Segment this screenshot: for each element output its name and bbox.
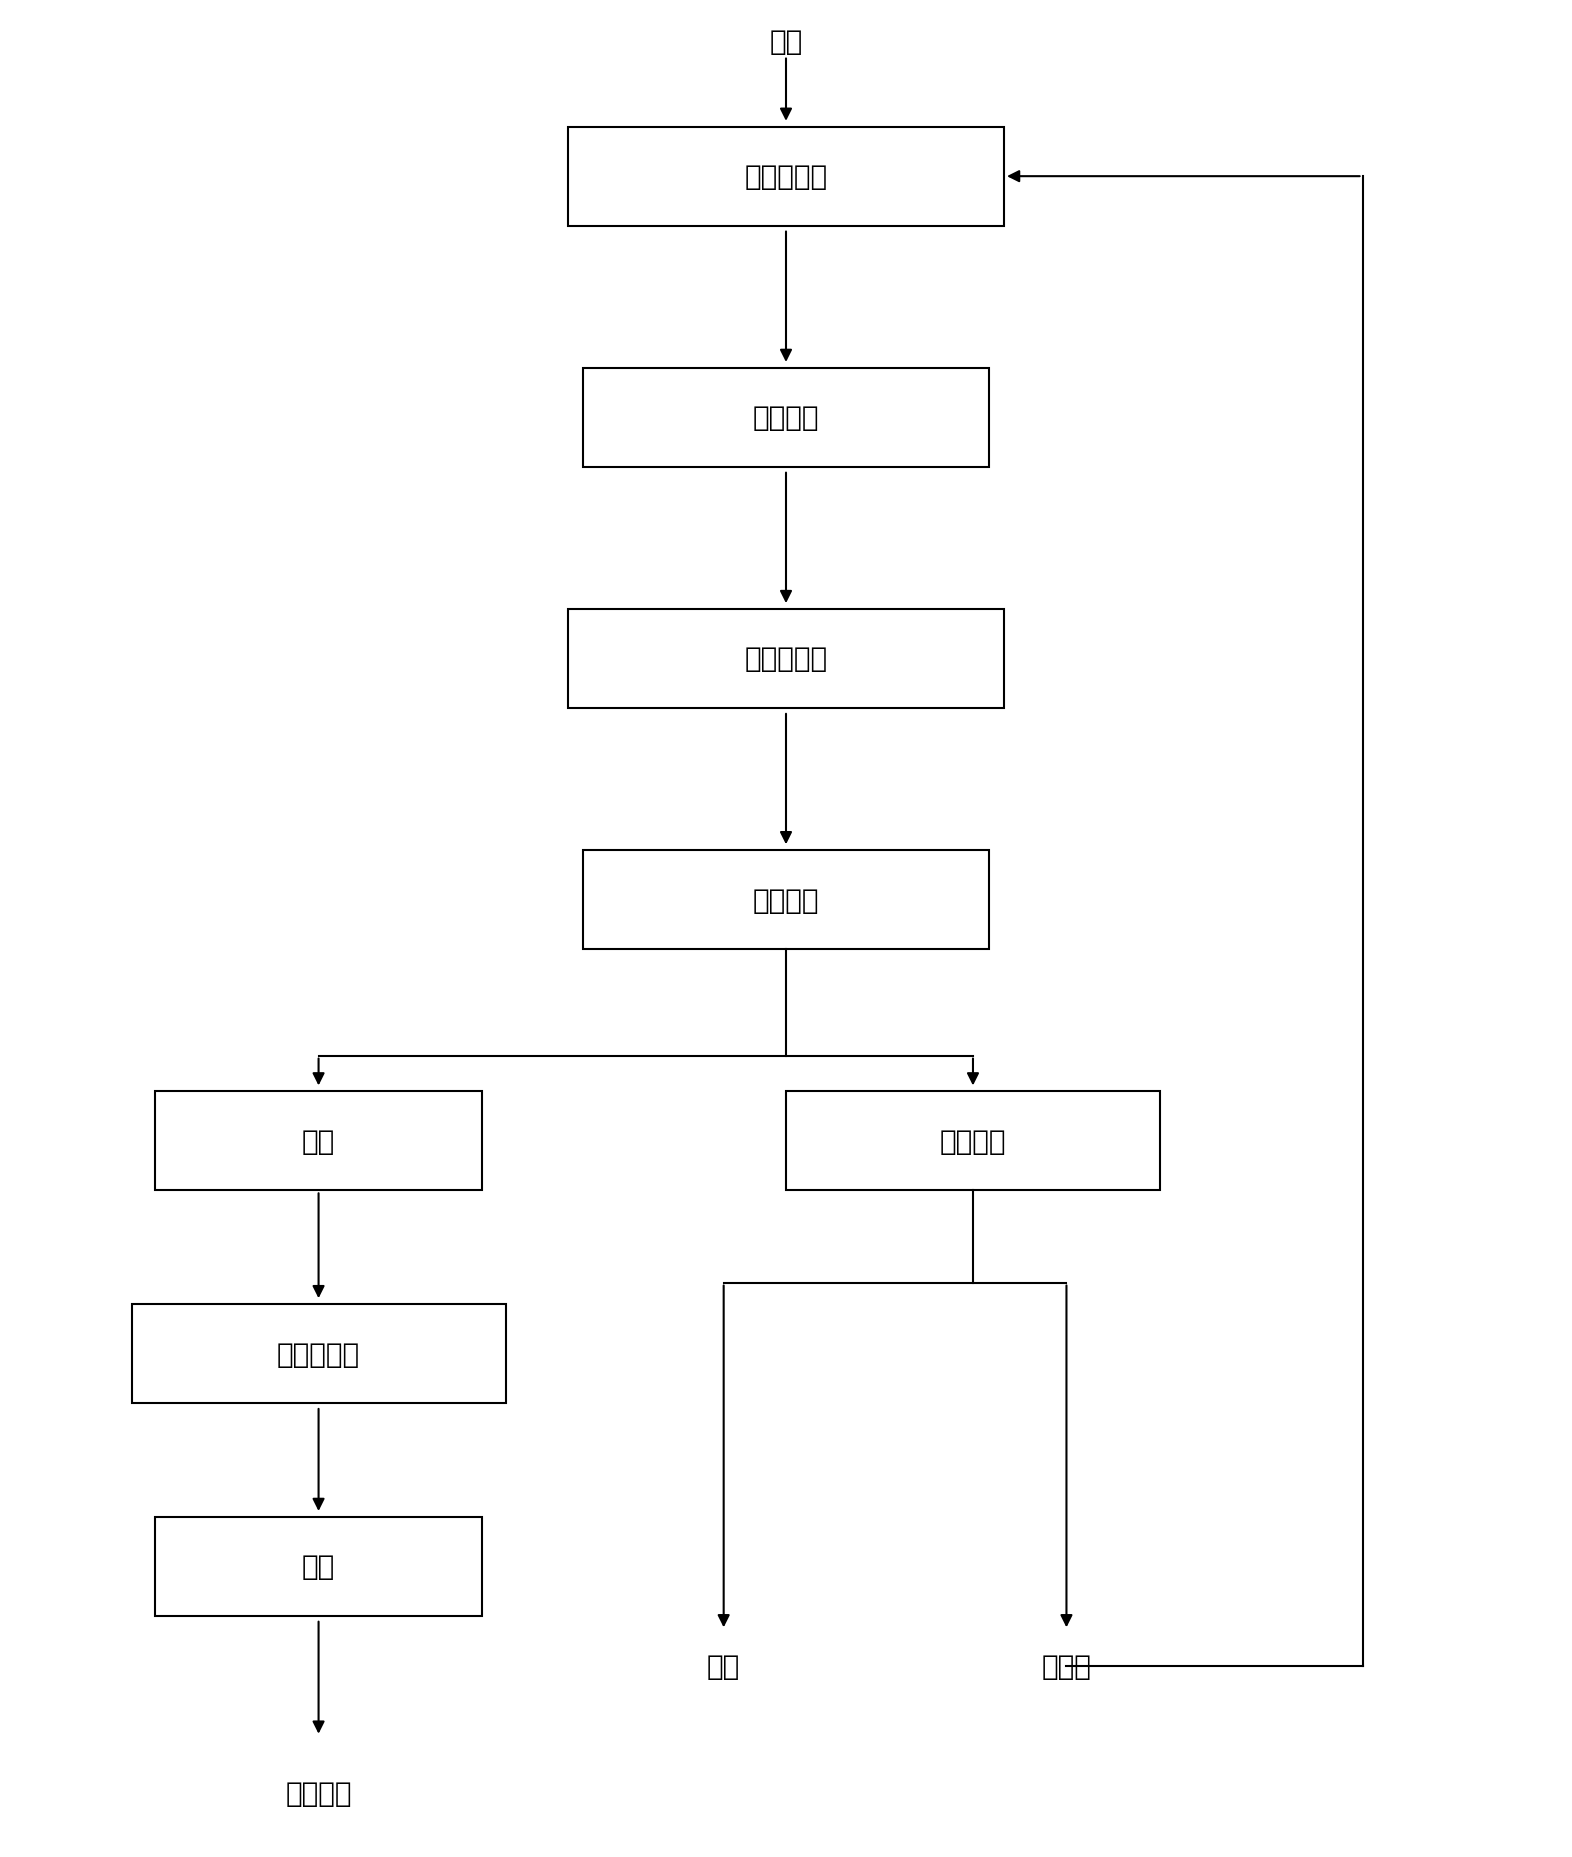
Text: 钴盐: 钴盐 xyxy=(769,28,803,56)
Text: 超细钴粉: 超细钴粉 xyxy=(285,1779,352,1807)
Bar xyxy=(786,1092,1160,1190)
Text: 浓缩结晶: 浓缩结晶 xyxy=(940,1127,1006,1155)
Text: 干燥: 干燥 xyxy=(302,1127,335,1155)
Text: 前驱体制备: 前驱体制备 xyxy=(745,163,827,191)
Bar xyxy=(567,128,1005,227)
Text: 二次氢还原: 二次氢还原 xyxy=(277,1341,360,1369)
Bar xyxy=(583,851,989,949)
Bar xyxy=(583,368,989,468)
Bar xyxy=(156,1092,483,1190)
Bar xyxy=(567,609,1005,709)
Text: 废液: 废液 xyxy=(707,1651,740,1681)
Text: 粉碎: 粉碎 xyxy=(302,1552,335,1580)
Text: 溶解调浆: 溶解调浆 xyxy=(753,405,819,433)
Bar xyxy=(156,1517,483,1616)
Text: 加压氢还原: 加压氢还原 xyxy=(745,644,827,672)
Bar xyxy=(132,1304,506,1404)
Text: 固液分离: 固液分离 xyxy=(753,886,819,914)
Text: 硫酸钴: 硫酸钴 xyxy=(1042,1651,1091,1681)
